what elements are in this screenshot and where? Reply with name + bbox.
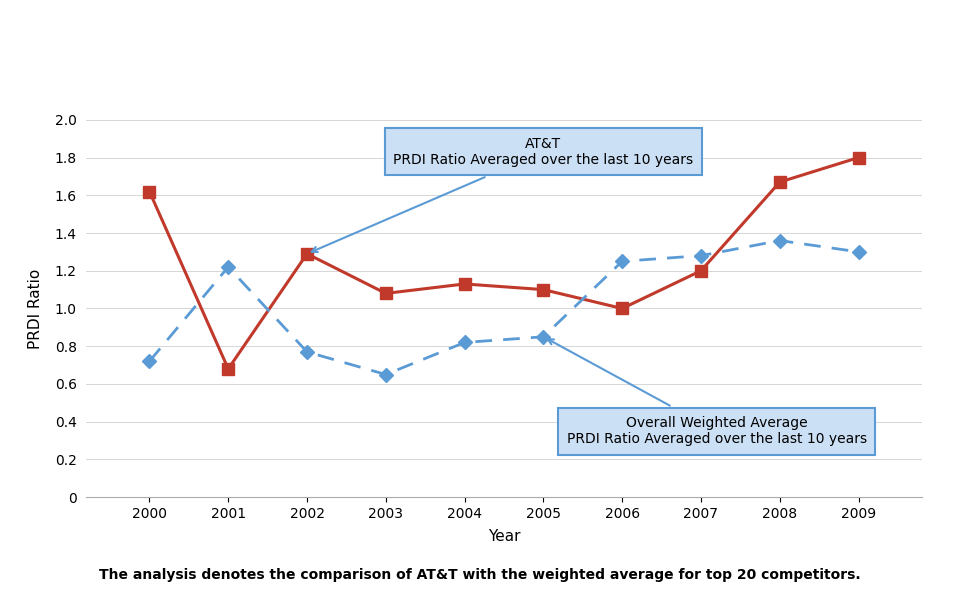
- Text: Yearly Patent To R&D Investment (PRDI)  Ratio: Yearly Patent To R&D Investment (PRDI) R…: [205, 20, 755, 40]
- X-axis label: Year: Year: [488, 530, 520, 544]
- Y-axis label: PRDI Ratio: PRDI Ratio: [29, 268, 43, 349]
- Text: Overall (Weighted): Overall (Weighted): [369, 62, 591, 83]
- Text: AT&T
PRDI Ratio Averaged over the last 10 years: AT&T PRDI Ratio Averaged over the last 1…: [312, 137, 693, 252]
- Text: Overall Weighted Average
PRDI Ratio Averaged over the last 10 years: Overall Weighted Average PRDI Ratio Aver…: [548, 339, 867, 446]
- Text: The analysis denotes the comparison of AT&T with the weighted average for top 20: The analysis denotes the comparison of A…: [99, 568, 861, 582]
